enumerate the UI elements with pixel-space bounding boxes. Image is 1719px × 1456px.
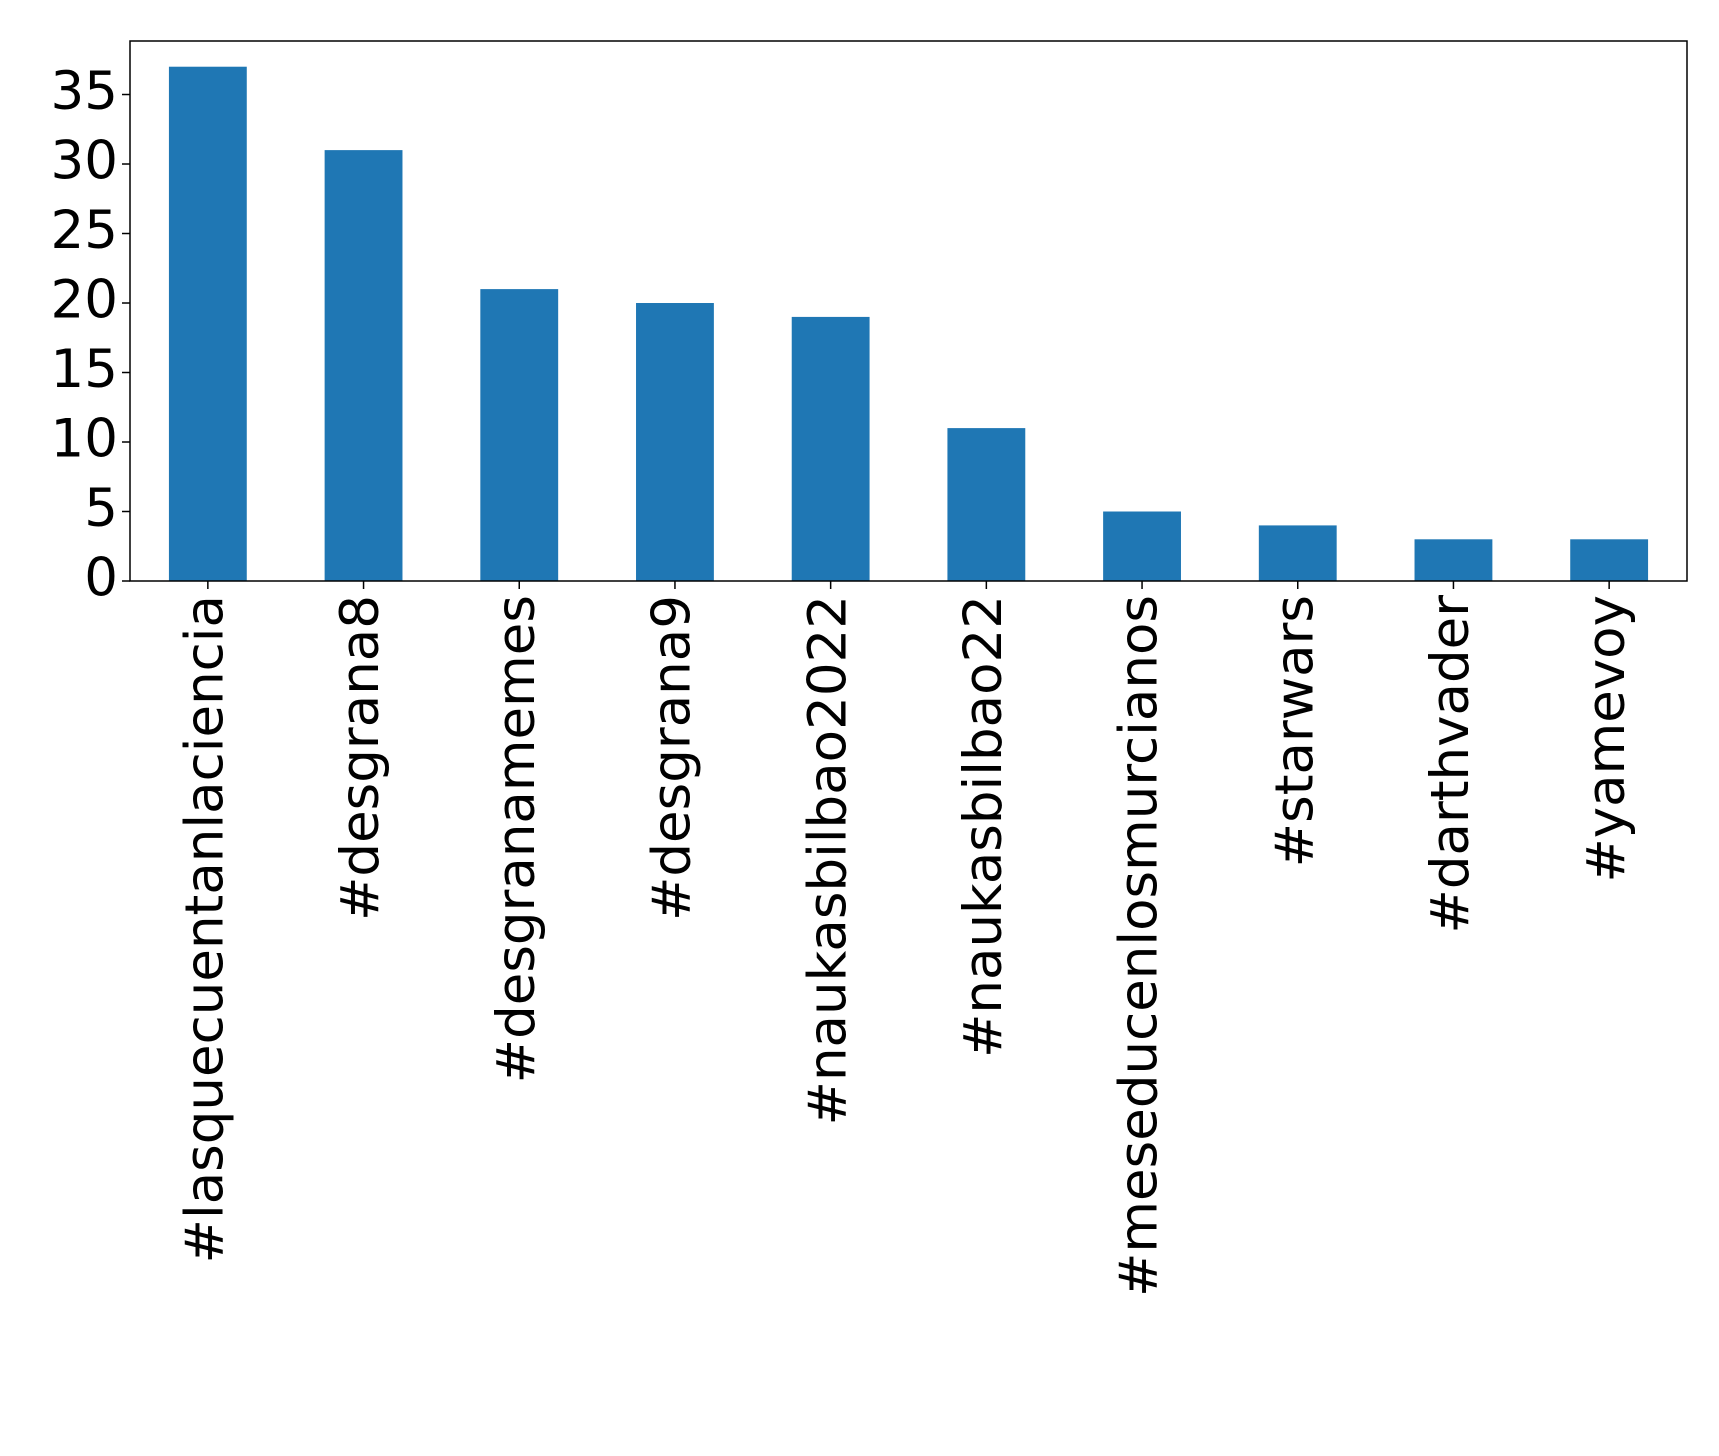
bar xyxy=(1414,539,1493,581)
y-tick-label: 25 xyxy=(51,200,118,261)
axes-frame xyxy=(129,40,1688,582)
y-tick-label: 5 xyxy=(84,478,118,539)
bar xyxy=(1258,525,1337,581)
y-tick-label: 30 xyxy=(51,131,118,192)
y-tick-label: 10 xyxy=(51,409,118,470)
y-tick-label: 15 xyxy=(51,339,118,400)
y-tick-label: 35 xyxy=(51,61,118,122)
x-tick-label: #lasquecuentanlaciencia xyxy=(174,595,235,1263)
x-tick-label: #desgrana8 xyxy=(330,595,391,921)
bar xyxy=(324,150,403,581)
x-tick-label: #starwars xyxy=(1264,595,1325,867)
y-tick-label: 20 xyxy=(51,270,118,331)
y-tick-label: 0 xyxy=(84,548,118,609)
bar xyxy=(168,66,247,581)
bar xyxy=(636,303,714,581)
x-tick-label: #darthvader xyxy=(1420,595,1481,934)
x-tick-label: #desgrana9 xyxy=(642,595,703,921)
bar xyxy=(480,289,559,581)
bar xyxy=(791,316,870,581)
bar xyxy=(947,428,1026,581)
bar xyxy=(1103,511,1181,581)
x-tick-label: #meseducenlosmurcianos xyxy=(1109,595,1170,1297)
x-tick-label: #naukasbilbao22 xyxy=(953,595,1014,1058)
x-tick-label: #desgranamemes xyxy=(486,595,547,1083)
bar xyxy=(1570,539,1649,581)
x-tick-label: #yamevoy xyxy=(1576,595,1637,883)
x-tick-label: #naukasbilbao2022 xyxy=(797,595,858,1125)
